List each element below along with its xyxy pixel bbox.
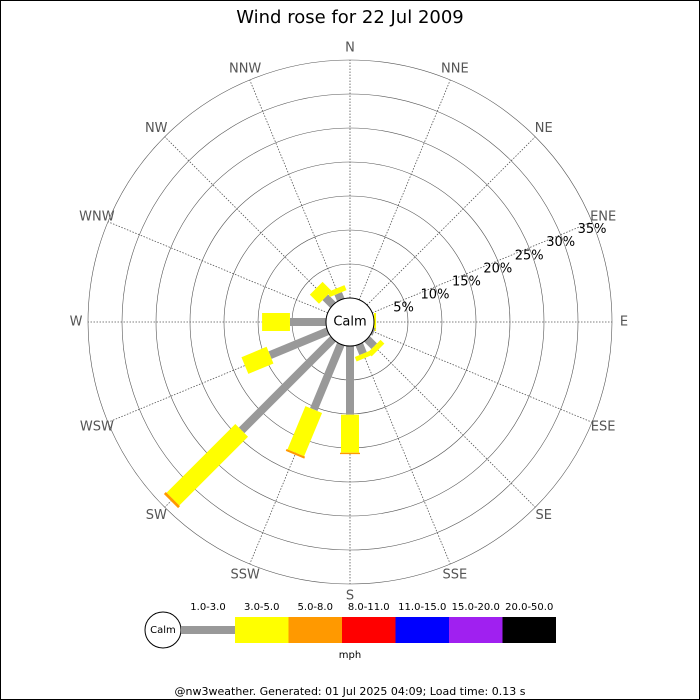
calm-circle [325,297,375,347]
direction-label: SW [146,508,167,523]
wind-segment [285,449,306,459]
wind-segment [354,350,374,362]
legend-label: 11.0-15.0 [398,602,446,613]
legend-label: 1.0-3.0 [190,602,225,613]
spoke [366,136,536,306]
spoke [164,136,334,306]
legend-label: 15.0-20.0 [452,602,500,613]
ring-label: 25% [515,248,544,263]
direction-label: SE [536,508,552,523]
wind-segment [309,281,332,304]
direction-label: NW [145,121,168,136]
direction-label: W [70,315,83,330]
legend-swatch [395,617,449,643]
legend-calm-label: Calm [150,625,176,636]
direction-label: ENE [590,210,616,225]
legend-swatch [288,617,342,643]
wind-segment [322,294,336,308]
legend-label: 5.0-8.0 [298,602,333,613]
wind-segment [346,346,354,415]
direction-label: NE [535,121,553,136]
ring-label: 10% [421,287,450,302]
direction-label: SSW [230,568,260,583]
wind-segment [262,313,290,331]
calm-label: Calm [333,315,366,330]
wind-segment [163,492,180,509]
wind-segment [289,318,326,326]
wind-segment [355,342,367,356]
wind-segment [241,346,274,374]
legend-swatch [181,626,235,634]
legend-swatch [502,617,556,643]
wind-segment [370,327,376,336]
direction-label: S [346,589,354,604]
wind-segment [268,327,330,359]
wind-segment [364,336,378,350]
wind-segment [287,406,323,457]
legend-label: 8.0-11.0 [348,602,390,613]
wind-segment [238,336,336,434]
wind-segment [327,285,347,297]
wind-segment [166,423,249,506]
legend-label: 20.0-50.0 [505,602,553,613]
spoke [366,338,536,508]
direction-label: N [345,41,355,56]
direction-label: WSW [80,419,114,434]
spoke [358,79,451,300]
legend-unit: mph [339,650,361,661]
direction-label: WNW [79,210,115,225]
spoke [107,221,328,314]
direction-label: E [620,315,628,330]
spoke [358,344,451,565]
grid-ring [155,127,545,517]
legend-swatch [235,617,289,643]
legend-swatch [342,617,396,643]
legend-swatch [449,617,503,643]
direction-label: NNE [441,61,469,76]
spoke [372,330,593,423]
direction-label: ESE [591,419,616,434]
legend-label: 3.0-5.0 [244,602,279,613]
direction-label: NNW [229,61,261,76]
wind-segment [340,452,360,455]
wind-segment [374,313,377,331]
ring-label: 35% [578,222,607,237]
ring-label: 30% [546,235,575,250]
spoke [372,221,593,314]
wind-segment [341,414,359,453]
chart-title: Wind rose for 22 Jul 2009 [236,7,464,28]
ring-label: 15% [452,274,481,289]
ring-label: 5% [393,300,414,315]
footer: @nw3weather. Generated: 01 Jul 2025 04:0… [175,685,526,698]
direction-label: SSE [442,568,467,583]
ring-label: 20% [483,261,512,276]
wind-segment [310,342,345,412]
spoke [249,79,342,300]
